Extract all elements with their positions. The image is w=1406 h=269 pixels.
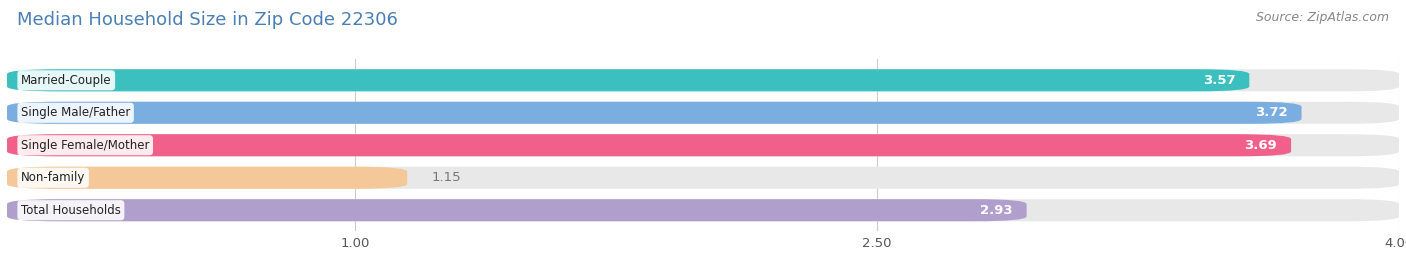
Text: Total Households: Total Households	[21, 204, 121, 217]
Text: Median Household Size in Zip Code 22306: Median Household Size in Zip Code 22306	[17, 11, 398, 29]
FancyBboxPatch shape	[7, 69, 1399, 91]
FancyBboxPatch shape	[7, 102, 1399, 124]
FancyBboxPatch shape	[7, 102, 1302, 124]
FancyBboxPatch shape	[7, 167, 408, 189]
FancyBboxPatch shape	[7, 167, 1399, 189]
FancyBboxPatch shape	[7, 134, 1399, 156]
Text: Source: ZipAtlas.com: Source: ZipAtlas.com	[1256, 11, 1389, 24]
Text: Non-family: Non-family	[21, 171, 86, 184]
Text: 3.72: 3.72	[1256, 106, 1288, 119]
Text: 1.15: 1.15	[432, 171, 461, 184]
FancyBboxPatch shape	[7, 199, 1399, 221]
Text: Married-Couple: Married-Couple	[21, 74, 111, 87]
FancyBboxPatch shape	[7, 199, 1026, 221]
Text: 3.57: 3.57	[1202, 74, 1236, 87]
FancyBboxPatch shape	[7, 69, 1250, 91]
Text: Single Female/Mother: Single Female/Mother	[21, 139, 149, 152]
Text: 2.93: 2.93	[980, 204, 1012, 217]
Text: 3.69: 3.69	[1244, 139, 1277, 152]
Text: Single Male/Father: Single Male/Father	[21, 106, 131, 119]
FancyBboxPatch shape	[7, 134, 1291, 156]
